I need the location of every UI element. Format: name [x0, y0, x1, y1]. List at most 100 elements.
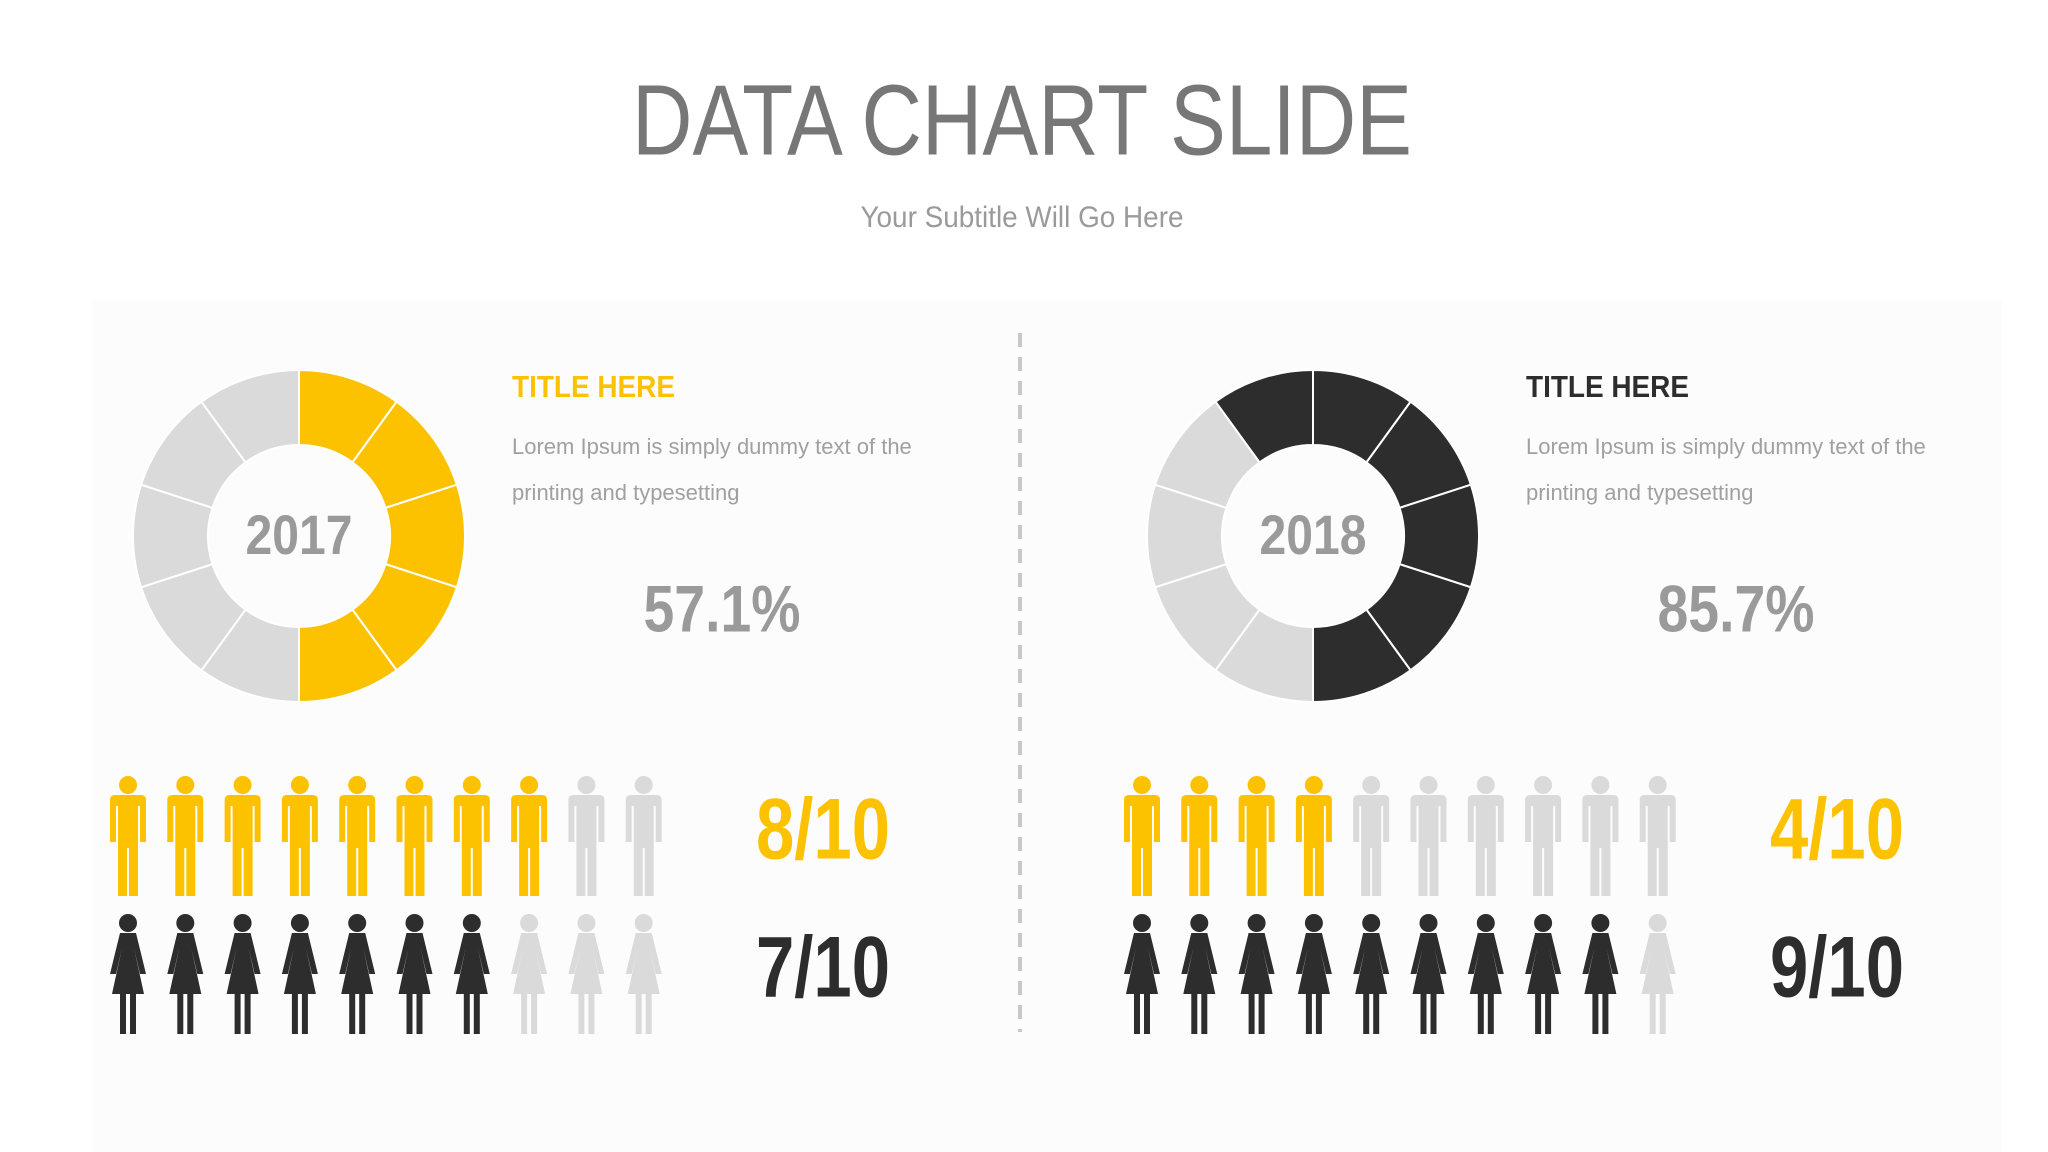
ratio-label: 4/10: [1770, 782, 1904, 878]
icon-body: [625, 795, 662, 896]
ratio-label: 9/10: [1770, 920, 1904, 1016]
icon-head: [405, 776, 424, 794]
woman-icon: [511, 914, 548, 1034]
icon-head: [1476, 776, 1495, 794]
icon-head: [233, 914, 252, 932]
icon-body: [1295, 933, 1332, 1034]
woman-icon: [281, 914, 318, 1034]
icon-head: [520, 776, 539, 794]
woman-icon: [110, 914, 146, 1034]
icon-body: [1582, 933, 1619, 1034]
icon-body: [224, 933, 261, 1034]
woman-icon: [1410, 914, 1447, 1034]
icon-body: [1353, 933, 1390, 1034]
icon-head: [176, 914, 195, 932]
woman-icon: [1238, 914, 1275, 1034]
icon-head: [1190, 776, 1209, 794]
icon-body: [1410, 795, 1447, 896]
icon-body: [1238, 795, 1275, 896]
icon-head: [290, 914, 309, 932]
icon-body: [568, 795, 605, 896]
slide-subtitle: Your Subtitle Will Go Here: [861, 201, 1184, 234]
woman-icon: [625, 914, 662, 1034]
woman-icon: [1353, 914, 1390, 1034]
icon-head: [1591, 914, 1610, 932]
icon-body: [1410, 933, 1447, 1034]
slide-title: DATA CHART SLIDE: [632, 64, 1412, 176]
woman-icon: [1639, 914, 1676, 1034]
man-icon: [1525, 776, 1562, 896]
icon-body: [511, 795, 548, 896]
icon-body: [1582, 795, 1619, 896]
icon-body: [396, 933, 433, 1034]
woman-icon: [396, 914, 433, 1034]
icon-body: [1525, 933, 1562, 1034]
woman-icon: [1181, 914, 1218, 1034]
panel-percent: 85.7%: [1658, 571, 1815, 645]
icon-head: [1247, 914, 1266, 932]
panel-title: TITLE HERE: [512, 369, 675, 404]
ratio-label: 8/10: [756, 782, 890, 878]
icon-head: [1304, 776, 1323, 794]
icon-body: [1353, 795, 1390, 896]
man-icon: [1353, 776, 1390, 896]
woman-icon: [224, 914, 261, 1034]
icon-head: [1362, 776, 1381, 794]
woman-icon: [568, 914, 605, 1034]
donut-segment: [200, 368, 300, 464]
man-icon: [224, 776, 261, 896]
icon-head: [462, 914, 481, 932]
icon-head: [1133, 914, 1151, 932]
icon-body: [453, 795, 490, 896]
icon-body: [110, 933, 146, 1034]
icon-body: [1124, 933, 1160, 1034]
icon-body: [1181, 795, 1218, 896]
man-icon: [396, 776, 433, 896]
icon-head: [290, 776, 309, 794]
icon-head: [1534, 776, 1553, 794]
icon-body: [1124, 795, 1160, 896]
woman-icon: [167, 914, 204, 1034]
icon-head: [577, 914, 596, 932]
icon-body: [568, 933, 605, 1034]
icon-head: [1648, 914, 1667, 932]
icon-head: [577, 776, 596, 794]
icon-head: [1591, 776, 1610, 794]
woman-icon: [453, 914, 490, 1034]
icon-body: [339, 933, 376, 1034]
donut-year: 2018: [1260, 503, 1367, 566]
icon-head: [119, 914, 137, 932]
man-icon: [1467, 776, 1504, 896]
icon-body: [167, 795, 204, 896]
icon-body: [1467, 933, 1504, 1034]
man-icon: [568, 776, 605, 896]
man-icon: [511, 776, 548, 896]
icon-body: [1238, 933, 1275, 1034]
man-icon: [281, 776, 318, 896]
icon-body: [511, 933, 548, 1034]
man-icon: [1295, 776, 1332, 896]
icon-body: [396, 795, 433, 896]
icon-head: [1362, 914, 1381, 932]
panel-text: printing and typesetting: [512, 480, 740, 505]
icon-body: [1525, 795, 1562, 896]
icon-head: [1419, 914, 1438, 932]
icon-body: [224, 795, 261, 896]
icon-head: [176, 776, 195, 794]
woman-icon: [1295, 914, 1332, 1034]
icon-body: [1639, 795, 1676, 896]
donut-segment: [1153, 400, 1261, 510]
icon-head: [1419, 776, 1438, 794]
icon-body: [281, 933, 318, 1034]
woman-icon: [1582, 914, 1619, 1034]
man-icon: [110, 776, 146, 896]
icon-head: [405, 914, 424, 932]
man-icon: [625, 776, 662, 896]
ratio-label: 7/10: [756, 920, 890, 1016]
icon-head: [1247, 776, 1266, 794]
icon-body: [1181, 933, 1218, 1034]
icon-head: [1648, 776, 1667, 794]
man-icon: [1410, 776, 1447, 896]
icon-head: [1534, 914, 1553, 932]
